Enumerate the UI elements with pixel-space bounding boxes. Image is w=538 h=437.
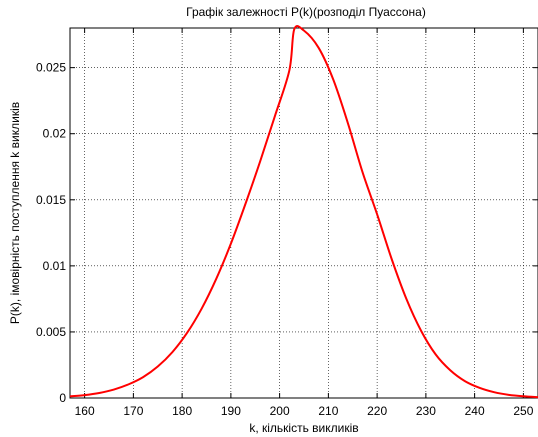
y-tick-label: 0.005	[36, 325, 66, 339]
ticks	[70, 28, 538, 399]
y-tick-label: 0.02	[43, 127, 67, 141]
x-tick-label: 230	[416, 404, 436, 418]
x-tick-label: 190	[221, 404, 241, 418]
x-tick-labels: 160 170 180 190 200 210 220 230 240 250	[75, 404, 534, 418]
x-tick-label: 180	[172, 404, 192, 418]
x-axis-label: k, кількість викликів	[249, 421, 358, 435]
y-tick-label: 0.025	[36, 61, 66, 75]
series-line	[69, 25, 538, 399]
grid	[70, 28, 538, 399]
x-tick-label: 250	[513, 404, 533, 418]
y-tick-label: 0	[59, 391, 66, 405]
plot-frame	[69, 27, 538, 399]
x-tick-label: 200	[270, 404, 290, 418]
y-tick-label: 0.015	[36, 193, 66, 207]
x-tick-label: 210	[318, 404, 338, 418]
x-tick-label: 240	[465, 404, 485, 418]
x-tick-label: 170	[123, 404, 143, 418]
x-tick-label: 160	[75, 404, 95, 418]
x-tick-label: 220	[367, 404, 387, 418]
chart-title: Графік залежності P(k)(розподіл Пуассона…	[186, 5, 426, 19]
y-axis-label: P(k), імовірність поступлення k викликів	[8, 102, 22, 324]
y-tick-labels: 0 0.005 0.01 0.015 0.02 0.025	[36, 61, 66, 405]
y-tick-label: 0.01	[43, 259, 67, 273]
